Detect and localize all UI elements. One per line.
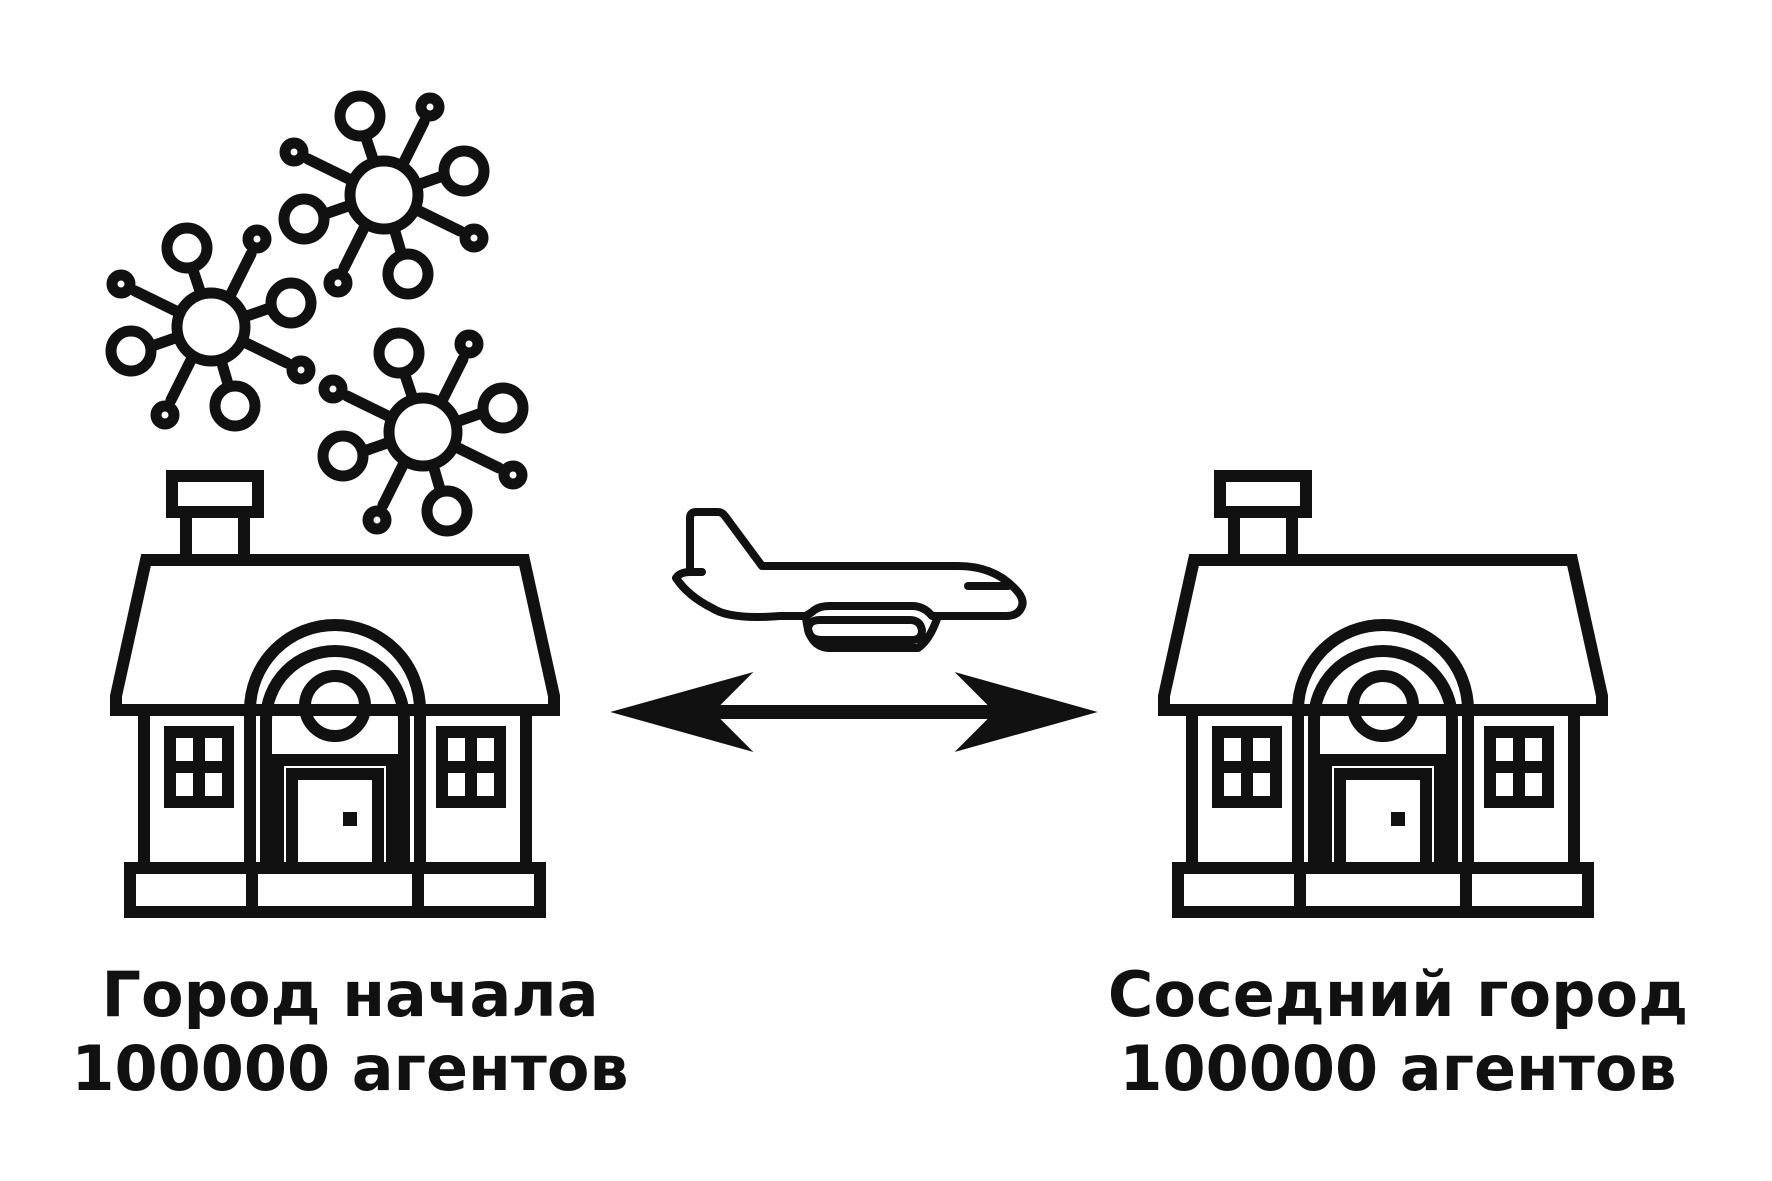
virus-icon bbox=[323, 333, 523, 531]
airplane-icon bbox=[672, 508, 1027, 652]
virus-icon bbox=[111, 228, 311, 426]
start-city-caption: Город начала 100000 агентов bbox=[0, 958, 700, 1106]
neighbor-city-agents: 100000 агентов bbox=[1119, 1032, 1677, 1105]
house-icon-neighbor-city bbox=[1164, 476, 1602, 912]
start-city-name: Город начала bbox=[101, 958, 599, 1031]
neighbor-city-name: Соседний город bbox=[1107, 958, 1689, 1031]
neighbor-city-caption: Соседний город 100000 агентов bbox=[1048, 958, 1748, 1106]
virus-cluster bbox=[111, 96, 523, 531]
house-icon-start-city bbox=[116, 476, 554, 912]
virus-icon bbox=[284, 96, 484, 294]
start-city-agents: 100000 агентов bbox=[71, 1032, 629, 1105]
double-arrow-icon bbox=[610, 672, 1098, 752]
